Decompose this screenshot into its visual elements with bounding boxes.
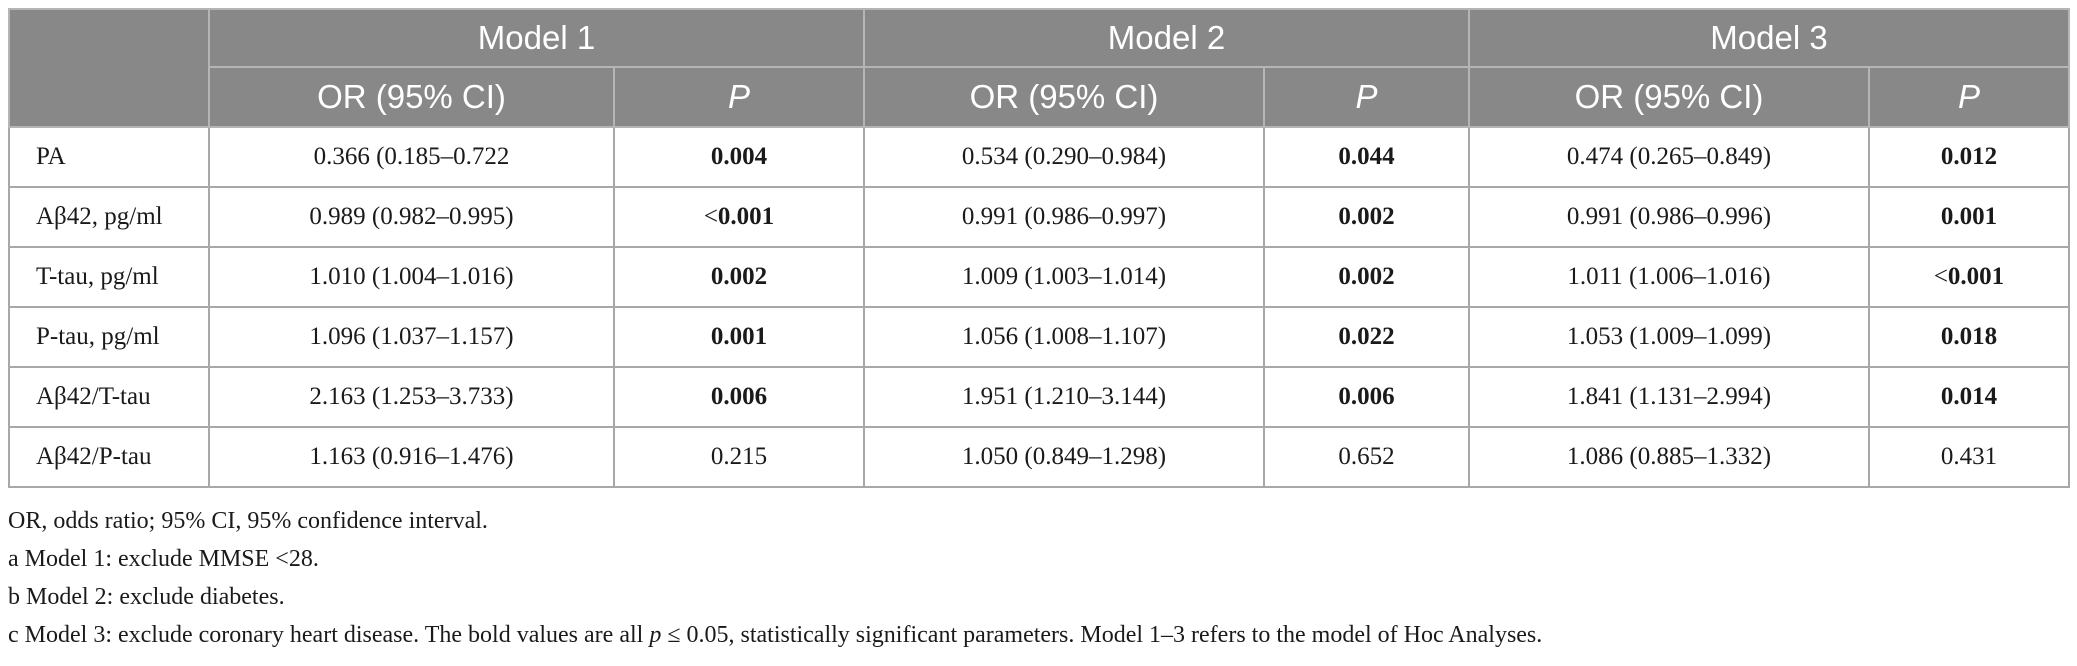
or-value-cell: 1.163 (0.916–1.476) — [208, 426, 615, 488]
p-value-cell: 0.001 — [1868, 186, 2070, 248]
footnote-c-before: c Model 3: exclude coronary heart diseas… — [8, 622, 650, 648]
p-value-cell: 0.014 — [1868, 366, 2070, 428]
p-value-cell: 0.006 — [613, 366, 865, 428]
or-value-cell: 1.011 (1.006–1.016) — [1468, 246, 1870, 308]
or-value-cell: 0.474 (0.265–0.849) — [1468, 126, 1870, 188]
table-row: Aβ42, pg/ml 0.989 (0.982–0.995) <0.001 0.99… — [8, 186, 2070, 248]
p-value-cell: <0.001 — [1868, 246, 2070, 308]
p-value: 0.001 — [1940, 203, 1998, 230]
or-value-cell: 0.991 (0.986–0.997) — [863, 186, 1265, 248]
or-value-cell: 1.009 (1.003–1.014) — [863, 246, 1265, 308]
p-value: 0.022 — [1338, 323, 1395, 350]
table-row: T-tau, pg/ml 1.010 (1.004–1.016) 0.002 1.00… — [8, 246, 2070, 308]
model-1-header: Model 1 — [208, 8, 865, 68]
p-header: P — [1868, 66, 2070, 128]
or-value-cell: 1.056 (1.008–1.107) — [863, 306, 1265, 368]
p-value: 0.002 — [1338, 263, 1395, 290]
model-3-header: Model 3 — [1468, 8, 2070, 68]
p-value-cell: 0.022 — [1263, 306, 1470, 368]
or-header: OR (95% CI) — [1468, 66, 1870, 128]
p-value-cell: 0.001 — [613, 306, 865, 368]
p-value: 0.014 — [1940, 383, 1998, 410]
footnote-c-p: p — [649, 622, 662, 648]
footnote-b: b Model 2: exclude diabetes. — [8, 584, 285, 610]
or-value-cell: 0.989 (0.982–0.995) — [208, 186, 615, 248]
p-value: 0.002 — [710, 263, 768, 290]
p-value-cell: 0.004 — [613, 126, 865, 188]
p-value-cell: 0.215 — [613, 426, 865, 488]
or-value-cell: 2.163 (1.253–3.733) — [208, 366, 615, 428]
p-value: 0.431 — [1940, 443, 1998, 470]
or-value-cell: 1.010 (1.004–1.016) — [208, 246, 615, 308]
p-value-prefix: < — [703, 203, 718, 230]
p-header: P — [613, 66, 865, 128]
footnote-a: a Model 1: exclude MMSE <28. — [8, 546, 319, 572]
or-value-cell: 1.053 (1.009–1.099) — [1468, 306, 1870, 368]
p-value: 0.652 — [1338, 443, 1395, 470]
p-value: 0.006 — [710, 383, 768, 410]
or-value-cell: 1.951 (1.210–3.144) — [863, 366, 1265, 428]
p-value: 0.215 — [710, 443, 768, 470]
or-value-cell: 0.534 (0.290–0.984) — [863, 126, 1265, 188]
footnote-c-after: ≤ 0.05, statistically significant parame… — [661, 622, 1543, 648]
row-label: Aβ42/P-tau — [8, 426, 210, 488]
table-footnotes: OR, odds ratio; 95% CI, 95% confidence i… — [8, 502, 2068, 654]
p-value-cell: 0.431 — [1868, 426, 2070, 488]
model-header-row: Model 1 Model 2 Model 3 — [8, 8, 2070, 128]
row-label: Aβ42, pg/ml — [8, 186, 210, 248]
table-row: Aβ42/P-tau 1.163 (0.916–1.476) 0.215 1.050 … — [8, 426, 2070, 488]
p-value-prefix: < — [1933, 263, 1948, 290]
or-header: OR (95% CI) — [863, 66, 1265, 128]
row-label: Aβ42/T-tau — [8, 366, 210, 428]
p-value-cell: 0.002 — [1263, 246, 1470, 308]
p-value-cell: 0.002 — [613, 246, 865, 308]
p-value-cell: 0.002 — [1263, 186, 1470, 248]
or-value-cell: 1.086 (0.885–1.332) — [1468, 426, 1870, 488]
footnote-abbreviations: OR, odds ratio; 95% CI, 95% confidence i… — [8, 508, 488, 534]
p-value: 0.006 — [1338, 383, 1395, 410]
or-value-cell: 0.366 (0.185–0.722 — [208, 126, 615, 188]
p-value: 0.001 — [1947, 263, 2005, 290]
corner-cell — [8, 8, 210, 128]
sub-header-row: OR (95% CI) P OR (95% CI) P OR (95% CI) … — [9, 66, 2070, 128]
p-value-cell: <0.001 — [613, 186, 865, 248]
table-body: PA 0.366 (0.185–0.722 0.004 0.534 (0.290–0.… — [8, 126, 2070, 488]
footnote-c: c Model 3: exclude coronary heart diseas… — [8, 616, 2068, 654]
p-value: 0.001 — [717, 203, 775, 230]
table-row: Aβ42/T-tau 2.163 (1.253–3.733) 0.006 1.951 … — [8, 366, 2070, 428]
p-value: 0.044 — [1338, 143, 1395, 170]
p-value: 0.012 — [1940, 143, 1998, 170]
table-row: PA 0.366 (0.185–0.722 0.004 0.534 (0.290–0.… — [8, 126, 2070, 188]
or-header: OR (95% CI) — [208, 66, 615, 128]
or-value-cell: 1.050 (0.849–1.298) — [863, 426, 1265, 488]
or-value-cell: 1.841 (1.131–2.994) — [1468, 366, 1870, 428]
p-value: 0.002 — [1338, 203, 1395, 230]
p-value: 0.001 — [710, 323, 768, 350]
p-value: 0.018 — [1940, 323, 1998, 350]
p-value: 0.004 — [710, 143, 768, 170]
row-label: P-tau, pg/ml — [8, 306, 210, 368]
row-label: PA — [8, 126, 210, 188]
or-value-cell: 0.991 (0.986–0.996) — [1468, 186, 1870, 248]
p-value-cell: 0.012 — [1868, 126, 2070, 188]
table-row: P-tau, pg/ml 1.096 (1.037–1.157) 0.001 1.05… — [8, 306, 2070, 368]
p-value-cell: 0.044 — [1263, 126, 1470, 188]
table-figure: Model 1 Model 2 Model 3 OR (95% CI) P OR… — [8, 8, 2070, 654]
or-value-cell: 1.096 (1.037–1.157) — [208, 306, 615, 368]
results-table: Model 1 Model 2 Model 3 OR (95% CI) P OR… — [8, 8, 2070, 488]
model-2-header: Model 2 — [863, 8, 1470, 68]
p-value-cell: 0.018 — [1868, 306, 2070, 368]
p-value-cell: 0.006 — [1263, 366, 1470, 428]
row-label: T-tau, pg/ml — [8, 246, 210, 308]
p-value-cell: 0.652 — [1263, 426, 1470, 488]
p-header: P — [1263, 66, 1470, 128]
